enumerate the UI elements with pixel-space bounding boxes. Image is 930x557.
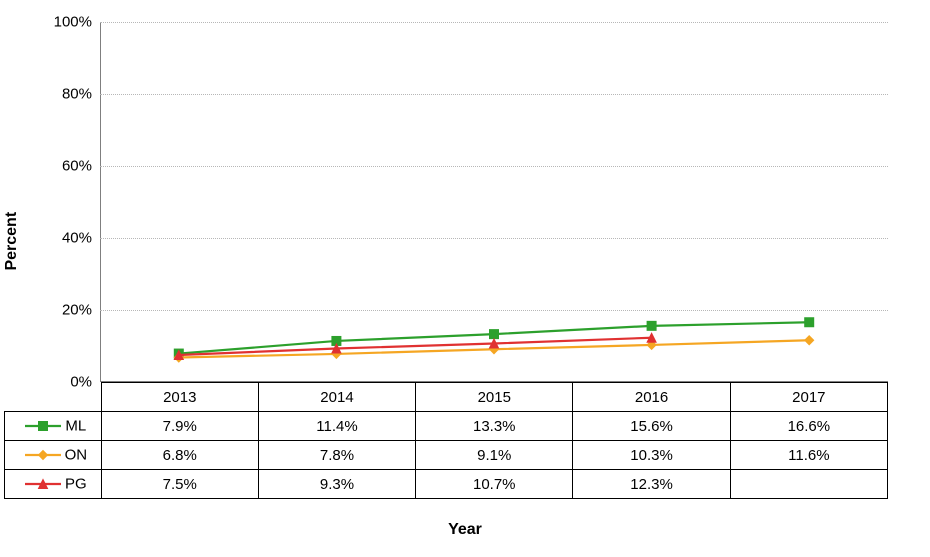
legend-cell-on: ON [5, 441, 102, 470]
chart-container: Percent 0%20%40%60%80%100% 2013201420152… [0, 0, 930, 557]
table-value-cell: 12.3% [573, 470, 730, 499]
y-axis-label: Percent [3, 211, 21, 270]
table-value-cell: 9.1% [416, 441, 573, 470]
plot-area: 0%20%40%60%80%100% [100, 22, 888, 382]
gridline [100, 94, 888, 95]
table-value-cell: 10.3% [573, 441, 730, 470]
gridline [100, 310, 888, 311]
y-tick-label: 80% [62, 86, 100, 103]
table-row: ML 7.9%11.4%13.3%15.6%16.6% [5, 412, 888, 441]
table-value-cell: 11.4% [258, 412, 415, 441]
table-header-row: 20132014201520162017 [5, 383, 888, 412]
table-value-cell: 6.8% [101, 441, 258, 470]
series-marker-ml [647, 321, 656, 330]
x-axis-label: Year [0, 521, 930, 539]
table-value-cell: 7.8% [258, 441, 415, 470]
chart-lines [100, 22, 888, 382]
table-value-cell: 7.9% [101, 412, 258, 441]
legend-cell-pg: PG [5, 470, 102, 499]
table-value-cell: 13.3% [416, 412, 573, 441]
table-value-cell [730, 470, 887, 499]
table-value-cell: 7.5% [101, 470, 258, 499]
table-value-cell: 10.7% [416, 470, 573, 499]
table-value-cell: 11.6% [730, 441, 887, 470]
series-marker-ml [490, 330, 499, 339]
y-tick-label: 100% [54, 14, 100, 31]
y-tick-label: 20% [62, 302, 100, 319]
table-row: PG 7.5%9.3%10.7%12.3% [5, 470, 888, 499]
table-year-cell: 2015 [416, 383, 573, 412]
y-tick-label: 60% [62, 158, 100, 175]
legend-label: ON [65, 447, 88, 464]
table-year-cell: 2016 [573, 383, 730, 412]
gridline [100, 166, 888, 167]
legend-label: PG [65, 476, 87, 493]
table-value-cell: 16.6% [730, 412, 887, 441]
legend-label: ML [65, 418, 86, 435]
table-year-cell: 2014 [258, 383, 415, 412]
table-value-cell: 9.3% [258, 470, 415, 499]
series-marker-ml [805, 318, 814, 327]
table-year-cell: 2017 [730, 383, 887, 412]
gridline [100, 22, 888, 23]
table-row: ON 6.8%7.8%9.1%10.3%11.6% [5, 441, 888, 470]
series-marker-on [805, 336, 814, 345]
table-blank-cell [5, 383, 102, 412]
table-year-cell: 2013 [101, 383, 258, 412]
data-table: 20132014201520162017 ML 7.9%11.4%13.3%15.6… [4, 382, 888, 499]
y-tick-label: 40% [62, 230, 100, 247]
table-value-cell: 15.6% [573, 412, 730, 441]
legend-cell-ml: ML [5, 412, 102, 441]
gridline [100, 238, 888, 239]
